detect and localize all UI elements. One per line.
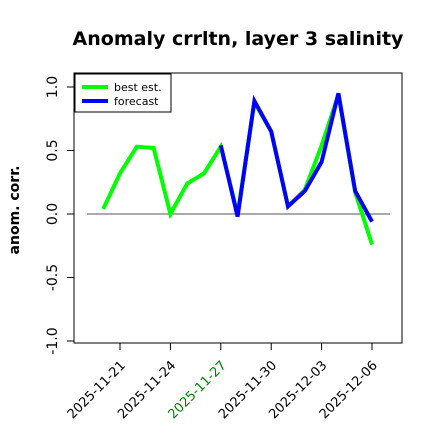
legend-label-forecast: forecast xyxy=(114,95,159,108)
y-tick-label: -0.5 xyxy=(45,264,61,291)
plot-frame xyxy=(73,72,403,344)
y-axis: -1.0 -0.5 0.0 0.5 1.0 xyxy=(45,76,74,355)
legend: best est. forecast xyxy=(74,73,172,113)
series-layer xyxy=(101,92,374,246)
y-tick-label: -1.0 xyxy=(45,327,61,354)
y-axis-label: anom. corr. xyxy=(7,166,23,255)
y-tick-label: 0.0 xyxy=(45,203,61,225)
chart-title: Anomaly crrltn, layer 3 salinity xyxy=(73,28,404,50)
y-tick-label: 1.0 xyxy=(45,76,61,98)
legend-label-best-est: best est. xyxy=(114,81,162,94)
x-axis: 2025-11-212025-11-242025-11-272025-11-30… xyxy=(65,343,381,422)
y-tick-label: 0.5 xyxy=(45,139,61,161)
series-line-forecast xyxy=(218,92,374,223)
legend-box xyxy=(74,73,172,113)
